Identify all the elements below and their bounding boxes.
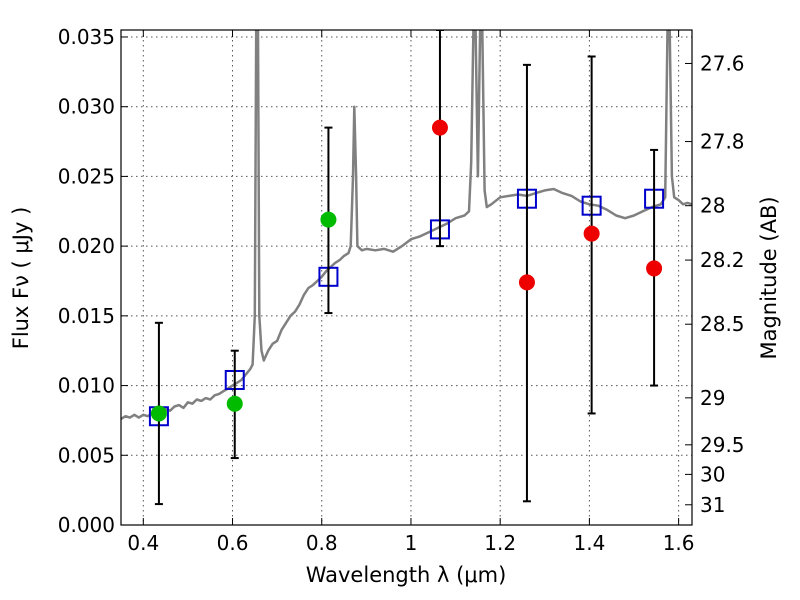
y-tick-label: 0.020 <box>58 234 115 258</box>
x-tick-label: 1.2 <box>484 531 516 555</box>
y2-tick-label: 28.2 <box>700 248 745 272</box>
y2-tick-label: 27.6 <box>700 51 745 75</box>
grid-lines <box>121 30 692 526</box>
x-tick-label: 0.6 <box>217 531 249 555</box>
y-tick-label: 0.000 <box>58 513 115 537</box>
y-tick-label: 0.025 <box>58 164 115 188</box>
y-tick-label: 0.030 <box>58 95 115 119</box>
observed-flux-point <box>320 211 337 228</box>
x-tick-label: 1.4 <box>573 531 605 555</box>
y2-axis-title: Magnitude (AB) <box>757 196 781 359</box>
y2-tick-label: 30 <box>700 462 725 486</box>
y-axis-title: Flux Fν ( μJy ) <box>9 207 33 350</box>
observed-flux-point <box>150 405 167 422</box>
x-tick-label: 1 <box>405 531 418 555</box>
x-tick-label: 0.4 <box>127 531 159 555</box>
x-axis-title: Wavelength λ (μm) <box>306 563 507 587</box>
plot-area <box>121 30 692 506</box>
y2-tick-label: 31 <box>700 493 725 517</box>
y-tick-label: 0.015 <box>58 304 115 328</box>
observed-flux-point <box>583 225 600 242</box>
x-tick-label: 1.6 <box>663 531 695 555</box>
y-tick-label: 0.035 <box>58 25 115 49</box>
model-spectrum-line <box>121 30 692 421</box>
axis-ticks: 0.4 0.6 0.8 1 1.2 1.4 1.6 0.000 0.005 0.010 0.015 0… <box>58 25 745 555</box>
y2-tick-label: 29.5 <box>700 433 745 457</box>
y-tick-label: 0.005 <box>58 443 115 467</box>
x-tick-label: 0.8 <box>306 531 338 555</box>
y2-tick-label: 28.5 <box>700 312 745 336</box>
observed-flux-point <box>518 274 535 291</box>
observed-flux-point <box>646 260 663 277</box>
y2-tick-label: 27.8 <box>700 130 745 154</box>
plot-frame <box>120 29 693 526</box>
y-tick-label: 0.010 <box>58 374 115 398</box>
y2-tick-label: 29 <box>700 386 725 410</box>
observed-flux-point <box>226 395 243 412</box>
y2-tick-label: 28 <box>700 194 725 218</box>
observed-flux-point <box>431 119 448 136</box>
